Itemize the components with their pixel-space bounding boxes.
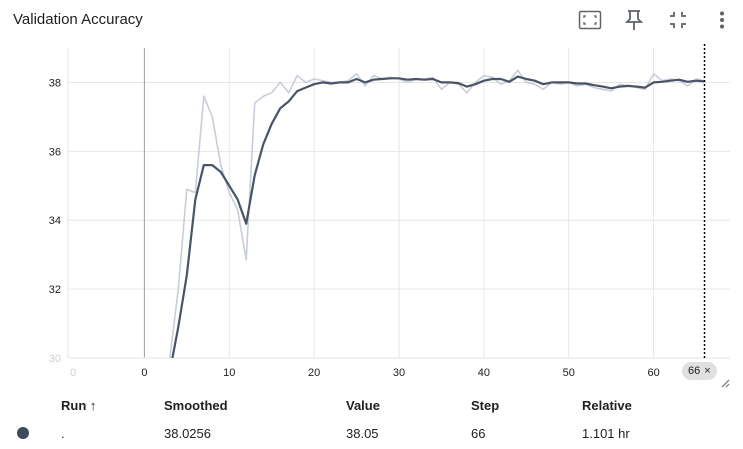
more-options-button[interactable] <box>709 8 735 32</box>
raw-value: 38.05 <box>346 426 379 441</box>
fit-domain-button[interactable] <box>665 8 691 32</box>
smoothed-value: 38.0256 <box>164 426 211 441</box>
relative-time: 1.101 hr <box>582 426 630 441</box>
y-tick-label: 38 <box>49 77 61 89</box>
x-tick-label: 0 <box>141 367 147 379</box>
smoothed-header: Smoothed <box>164 398 228 413</box>
card-title: Validation Accuracy <box>13 11 143 28</box>
run-name: . <box>61 426 65 441</box>
x-tick-label: 30 <box>393 367 405 379</box>
runs-table: Run ↑ Smoothed Value Step Relative . 38.… <box>0 392 743 449</box>
relative-header: Relative <box>582 398 632 413</box>
line-chart[interactable]: 30 32 34 36 38 0 10 20 30 40 50 60 0 <box>0 40 743 392</box>
smoothed-series-line <box>171 75 705 358</box>
pin-icon <box>624 10 644 30</box>
x-tick-label-faint: 0 <box>70 367 76 379</box>
fit-domain-icon <box>670 12 686 28</box>
fullscreen-button[interactable] <box>577 8 603 32</box>
raw-series-line <box>169 69 705 358</box>
x-tick-label: 10 <box>223 367 235 379</box>
chart-area[interactable]: 30 32 34 36 38 0 10 20 30 40 50 60 0 66 × <box>0 40 743 392</box>
close-icon[interactable]: × <box>704 365 711 377</box>
x-tick-label: 20 <box>308 367 320 379</box>
y-tick-label: 36 <box>49 146 61 158</box>
x-tick-label: 50 <box>563 367 575 379</box>
x-tick-label: 60 <box>647 367 659 379</box>
x-tick-label: 40 <box>478 367 490 379</box>
y-tick-label: 34 <box>49 215 61 227</box>
run-header[interactable]: Run ↑ <box>61 398 97 413</box>
step-header: Step <box>471 398 500 413</box>
resize-handle-icon[interactable] <box>720 378 730 388</box>
more-vert-icon <box>720 11 724 29</box>
y-tick-label: 30 <box>49 353 61 365</box>
pin-button[interactable] <box>621 8 647 32</box>
step-chip-label: 66 <box>688 365 701 377</box>
step-value: 66 <box>471 426 486 441</box>
step-chip[interactable]: 66 × <box>682 362 717 380</box>
fullscreen-icon <box>578 10 602 30</box>
card-header: Validation Accuracy <box>0 0 743 40</box>
y-tick-label: 32 <box>49 284 61 296</box>
run-color-dot <box>17 427 29 439</box>
value-header: Value <box>346 398 380 413</box>
